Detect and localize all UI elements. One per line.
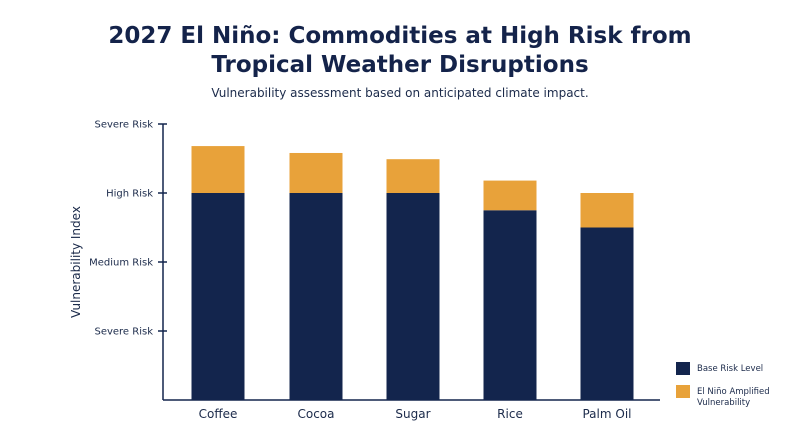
legend-swatch-1 bbox=[676, 385, 690, 398]
legend-label-1: Vulnerability bbox=[697, 398, 750, 408]
y-tick-label: Medium Risk bbox=[89, 258, 153, 269]
legend-label-1: El Niño Amplified bbox=[697, 387, 770, 397]
x-tick-label: Cocoa bbox=[297, 407, 334, 421]
x-tick-label: Coffee bbox=[199, 407, 238, 421]
bar-base-sugar bbox=[386, 193, 440, 400]
chart-title-line-1: 2027 El Niño: Commodities at High Risk f… bbox=[108, 23, 692, 49]
bar-base-palm-oil bbox=[580, 227, 634, 400]
bar-amplified-coffee bbox=[191, 146, 245, 193]
chart-title-line-2: Tropical Weather Disruptions bbox=[211, 52, 589, 78]
bar-base-cocoa bbox=[289, 193, 343, 400]
bar-amplified-palm-oil bbox=[580, 193, 634, 228]
bar-amplified-sugar bbox=[386, 159, 440, 193]
legend-swatch-0 bbox=[676, 362, 690, 375]
x-tick-label: Sugar bbox=[395, 407, 430, 421]
x-tick-label: Palm Oil bbox=[582, 407, 631, 421]
bar-base-coffee bbox=[191, 193, 245, 400]
x-tick-label: Rice bbox=[497, 407, 523, 421]
bar-base-rice bbox=[483, 210, 537, 400]
bar-amplified-rice bbox=[483, 180, 537, 211]
legend-label-0: Base Risk Level bbox=[697, 364, 763, 374]
y-tick-label: High Risk bbox=[106, 189, 153, 200]
y-tick-label: Severe Risk bbox=[94, 327, 153, 338]
y-axis-title: Vulnerability Index bbox=[69, 206, 83, 318]
chart-title: 2027 El Niño: Commodities at High Risk f… bbox=[0, 22, 800, 80]
chart-subtitle: Vulnerability assessment based on antici… bbox=[211, 86, 589, 100]
bar-amplified-cocoa bbox=[289, 152, 343, 193]
y-tick-label: Severe Risk bbox=[94, 120, 153, 131]
